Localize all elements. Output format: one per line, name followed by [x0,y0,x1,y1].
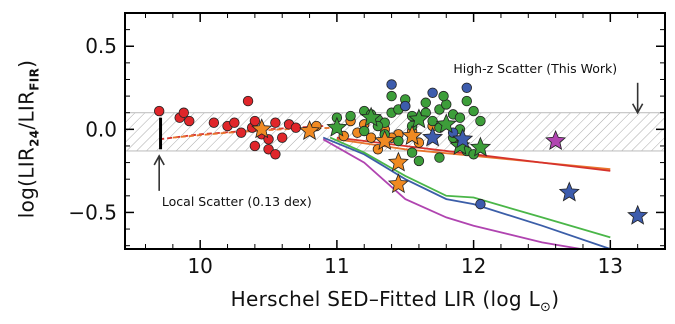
annotation-arrow-head [631,103,644,115]
point-star-6-0 [422,126,444,147]
x-tick-label: 12 [461,254,486,278]
x-axis-title-suffix: ) [551,287,560,311]
point-star-4-3 [387,173,409,194]
point-circle-0-17 [249,140,261,152]
y-axis-title-suffix: ) [14,59,39,68]
annotation-text: High-z Scatter (This Work) [453,61,617,76]
point-circle-3-5 [475,198,486,210]
x-tick-label: 11 [324,254,349,278]
x-axis-title-prefix: Herschel SED–Fitted LIR (log L [230,287,541,311]
point-circle-2-28 [406,147,418,158]
point-star-5-0 [326,116,348,137]
y-axis-title-sub1: 24 [27,129,42,147]
point-circle-0-7 [236,127,247,138]
y-axis-title-sub2: FIR [27,67,42,91]
point-star-4-1 [298,119,321,140]
y-axis-title-mid: /LIR [14,90,39,130]
point-circle-2-18 [468,105,479,117]
point-circle-3-2 [427,87,438,98]
point-star-5-2 [408,108,430,129]
point-circle-0-0 [153,105,165,117]
point-circle-2-22 [438,90,449,102]
point-circle-2-32 [359,125,370,137]
point-star-4-5 [374,129,396,150]
point-circle-2-21 [420,97,431,108]
point-circle-0-3 [184,115,195,127]
y-axis-title: log(LIR24/LIRFIR) [8,26,48,252]
point-circle-2-1 [345,110,356,122]
point-circle-0-6 [229,117,240,128]
point-circle-3-0 [386,79,397,90]
annotation-text: Local Scatter (0.13 dex) [162,194,312,209]
point-circle-0-2 [178,107,189,118]
point-circle-0-4 [208,117,220,128]
y-axis-title-prefix: log(LIR [14,146,39,219]
y-tick-label: −0.5 [68,200,117,224]
x-axis-title-sub: ⊙ [540,300,552,315]
point-circle-2-31 [475,115,486,127]
point-circle-0-10 [249,115,261,127]
x-tick-label: 10 [187,254,212,278]
annotation-arrow-head [153,154,165,166]
point-circle-2-19 [386,90,397,102]
point-circle-2-17 [461,95,472,107]
point-circle-0-13 [270,117,281,128]
point-star-6-2 [558,181,580,202]
point-circle-0-14 [277,132,288,143]
point-circle-0-8 [242,95,254,107]
point-circle-2-30 [413,155,425,167]
point-star-5-5 [469,136,492,157]
model-line-6 [329,136,611,239]
x-tick-label: 13 [598,254,623,278]
model-line-7 [322,138,587,249]
point-star-5-1 [360,106,382,127]
model-line-5 [322,136,611,249]
point-star-4-0 [251,118,273,139]
x-axis-title: Herschel SED–Fitted LIR (log L⊙) [125,287,665,315]
y-tick-label: 0.5 [85,34,117,58]
point-star-4-4 [401,124,423,145]
point-star-5-3 [435,113,457,134]
point-circle-3-1 [400,100,411,112]
point-circle-2-29 [393,135,404,147]
point-circle-2-27 [434,152,445,163]
point-circle-0-19 [270,149,281,160]
point-star-6-3 [627,204,649,225]
plot-frame [124,12,666,250]
point-star-6-1 [452,128,474,149]
point-circle-2-16 [454,112,466,123]
point-star-7-0 [545,129,567,150]
point-star-4-2 [387,151,409,172]
point-circle-3-3 [461,82,472,93]
y-tick-label: 0.0 [85,117,117,141]
